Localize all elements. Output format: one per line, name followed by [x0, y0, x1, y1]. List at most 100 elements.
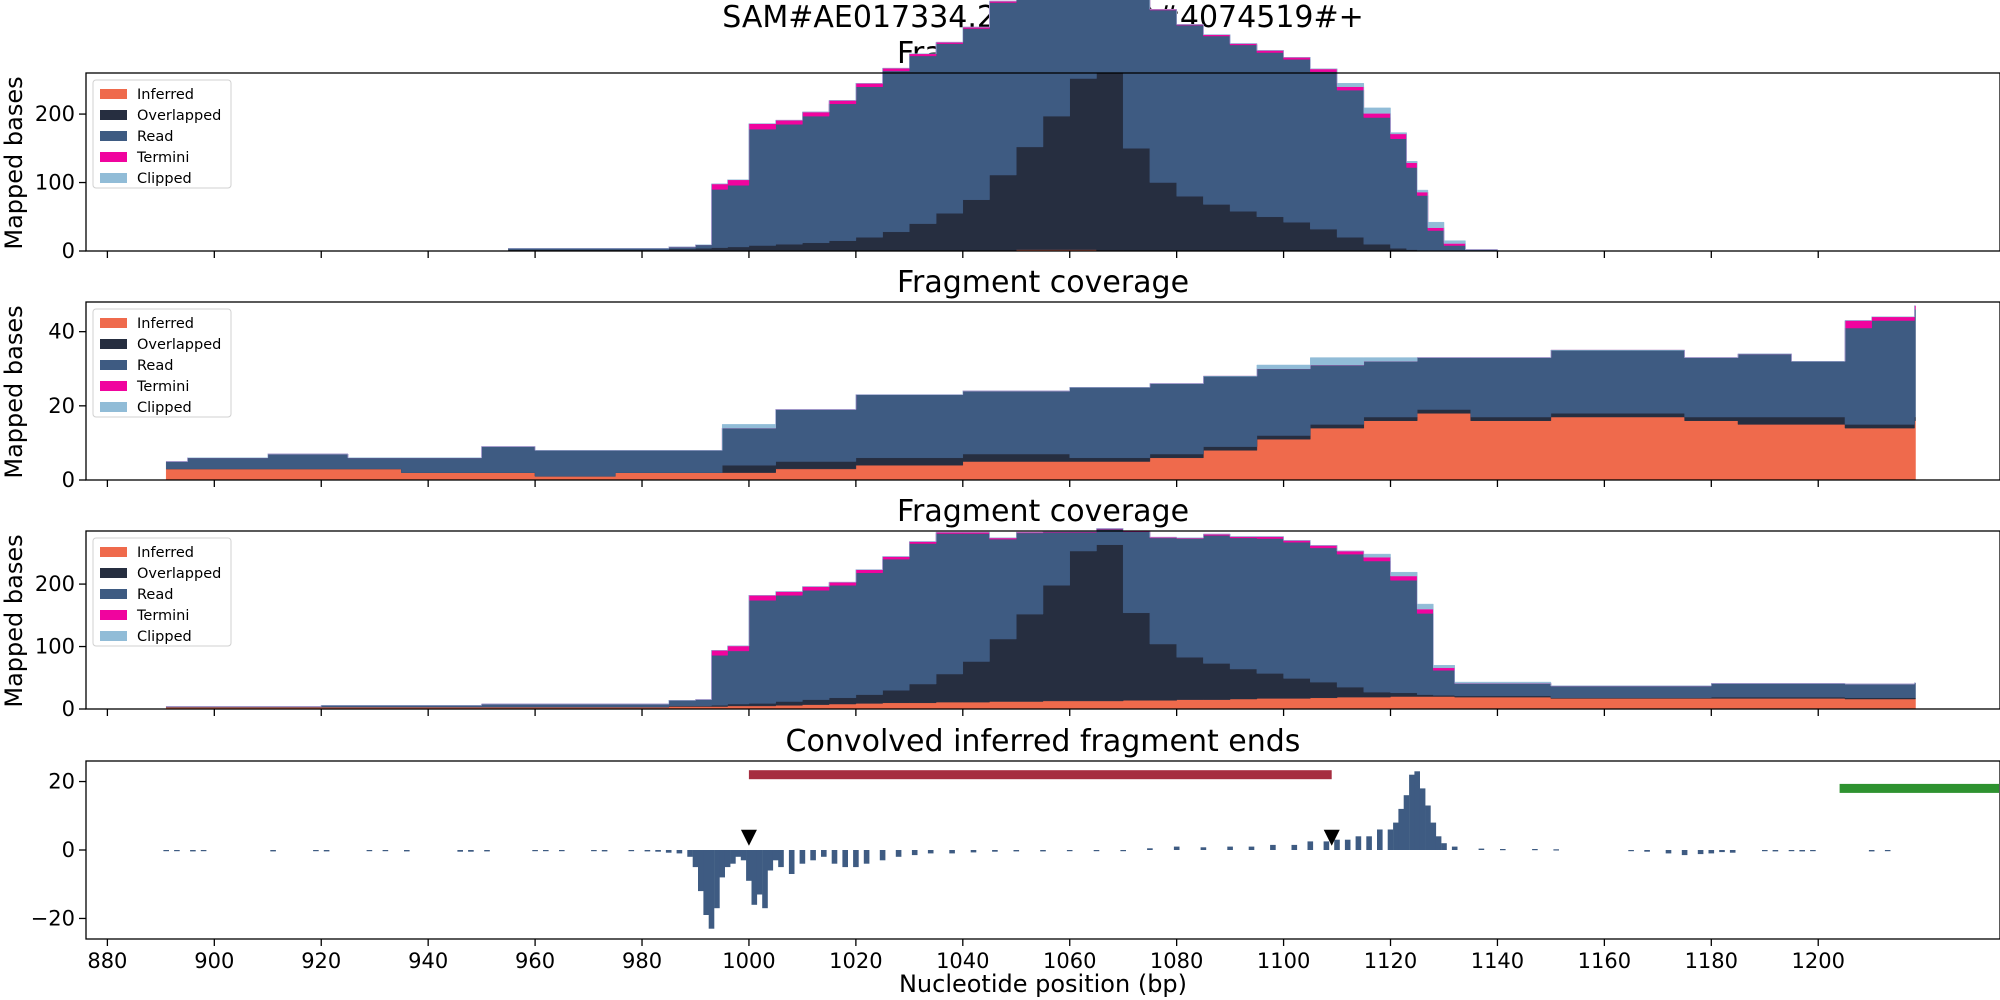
conv-bar — [1147, 848, 1153, 850]
conv-bar — [714, 850, 720, 909]
conv-bar — [1532, 849, 1538, 851]
conv-bar — [1430, 822, 1437, 850]
series-clipped-area — [508, 0, 1499, 251]
panel-4: Convolved inferred fragment ends −20 0 20 8… — [31, 724, 2000, 998]
conv-bar — [1729, 850, 1736, 853]
y-tick-label: 20 — [48, 394, 75, 418]
conv-bar — [842, 850, 848, 868]
conv-bar — [751, 850, 758, 905]
conv-bar — [484, 850, 490, 852]
x-tick-label: 880 — [87, 949, 127, 973]
legend-swatch-read — [100, 589, 127, 599]
conv-bar — [1868, 850, 1875, 852]
panel-2-plot: 0 20 40 Inferred Overlapped Read Termini Clippe… — [48, 301, 2000, 492]
conv-bar — [810, 850, 816, 861]
conv-bar — [821, 850, 827, 857]
conv-bar — [708, 850, 715, 929]
conv-bar — [863, 850, 870, 864]
legend-label-overlapped: Overlapped — [137, 337, 221, 353]
conv-bar — [719, 850, 725, 878]
conv-bar — [1772, 850, 1779, 852]
conv-bar — [382, 850, 389, 852]
conv-bar — [740, 850, 747, 861]
conv-bar — [1248, 846, 1255, 850]
y-tick-label: 0 — [62, 239, 75, 263]
conv-bar — [1398, 808, 1404, 850]
legend-swatch-clipped — [100, 631, 127, 641]
conv-bar — [366, 850, 373, 852]
legend-box — [92, 308, 232, 418]
conv-bar — [762, 850, 768, 909]
legend-swatch-overlapped — [100, 110, 127, 120]
conv-bar — [703, 850, 709, 915]
conv-bar — [799, 850, 806, 864]
conv-bar — [927, 850, 934, 854]
conv-bar — [1500, 849, 1506, 851]
y-tick-label: 0 — [62, 838, 75, 862]
panel-2-title: Fragment coverage — [897, 265, 1189, 300]
conv-bar — [772, 850, 779, 861]
y-tick-label: 200 — [35, 102, 75, 126]
conv-bar — [1884, 850, 1891, 852]
conv-bar — [1173, 846, 1180, 850]
series-clipped-area — [166, 305, 1916, 462]
x-tick-label: 960 — [515, 949, 555, 973]
conv-bar — [1334, 839, 1340, 850]
x-tick-label: 1000 — [722, 949, 775, 973]
conv-bar — [591, 850, 597, 852]
y-tick-label: 0 — [62, 468, 75, 492]
green-bar-interval — [1839, 783, 1999, 793]
conv-bar — [831, 850, 838, 864]
conv-bar — [1414, 771, 1420, 850]
y-tick-label: −20 — [31, 906, 75, 930]
conv-bar — [1040, 850, 1046, 852]
legend-label-overlapped: Overlapped — [137, 566, 221, 582]
conv-bar — [313, 850, 319, 852]
peak-marker — [1323, 829, 1340, 846]
panel-2-ylabel: Mapped bases — [0, 305, 28, 478]
conv-bar — [1013, 850, 1020, 852]
conv-bar — [724, 850, 731, 868]
legend-swatch-clipped — [100, 402, 127, 412]
conv-bar — [756, 850, 763, 895]
conv-bar — [1708, 850, 1715, 854]
conv-bar — [1355, 836, 1362, 850]
conv-bar — [1441, 843, 1447, 850]
panel-3-plot: 0 100 200 Inferred Overlapped Read Termini Clip… — [35, 528, 2000, 721]
conv-bar — [1478, 848, 1485, 850]
legend-swatch-inferred — [100, 547, 127, 557]
legend-label-read: Read — [137, 129, 173, 145]
legend-label-overlapped: Overlapped — [137, 108, 221, 124]
y-tick-label: 100 — [35, 171, 75, 195]
series-clipped-area — [166, 528, 1916, 707]
panel-1-plot: 0 100 200 Inferred Overlapped Read Termini Clip… — [35, 0, 2000, 263]
conv-bar — [190, 850, 196, 852]
conv-bar — [665, 850, 672, 853]
conv-bar — [1377, 829, 1383, 850]
conv-bar — [644, 850, 651, 852]
conv-bar — [788, 850, 795, 874]
panel-4-title: Convolved inferred fragment ends — [786, 724, 1301, 759]
x-tick-label: 1020 — [829, 949, 882, 973]
plot-frame — [85, 301, 2000, 481]
conv-bar — [1697, 850, 1704, 855]
legend-swatch-clipped — [100, 173, 127, 183]
conv-bar — [1799, 850, 1805, 852]
legend-swatch-inferred — [100, 318, 127, 328]
legend-label-termini: Termini — [136, 379, 189, 395]
x-tick-label: 1160 — [1578, 949, 1631, 973]
legend-label-termini: Termini — [136, 150, 189, 166]
conv-bar — [1681, 850, 1688, 856]
red-bar-interval — [748, 770, 1332, 780]
conv-bar — [1419, 788, 1426, 850]
conv-bar — [1719, 850, 1725, 853]
panel-1: Fragment coverage Mapped bases 0100200In… — [0, 0, 2000, 263]
x-tick-label: 1100 — [1257, 949, 1310, 973]
conv-bar — [163, 850, 169, 852]
legend-box — [92, 79, 232, 189]
conv-bar — [1628, 850, 1634, 852]
x-tick-label: 1080 — [1150, 949, 1203, 973]
panel-3-ylabel: Mapped bases — [0, 534, 28, 707]
conv-bar — [1200, 847, 1207, 850]
panel-2: Fragment coverage Mapped bases 0 20 40 Infe… — [0, 265, 2000, 492]
